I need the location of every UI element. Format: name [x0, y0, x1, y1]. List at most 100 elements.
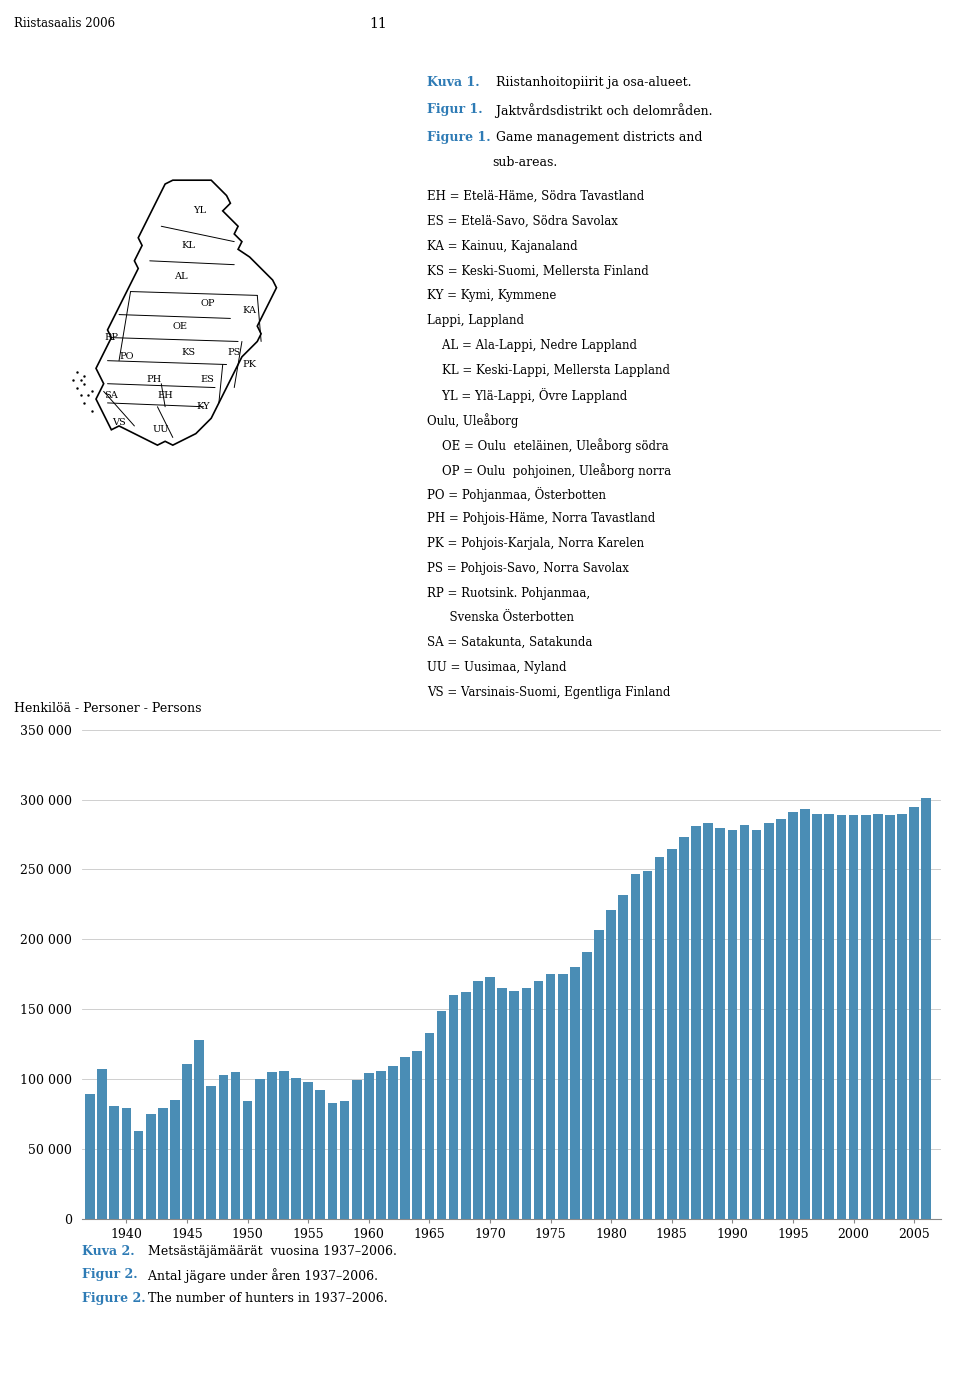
Text: KA: KA — [243, 306, 256, 315]
Text: AL: AL — [174, 271, 187, 281]
Bar — [898, 814, 907, 1219]
Bar — [85, 1095, 95, 1219]
Text: OE = Oulu  eteläinen, Uleåborg södra: OE = Oulu eteläinen, Uleåborg södra — [427, 438, 669, 453]
Bar — [836, 815, 847, 1219]
Bar — [388, 1066, 397, 1219]
Text: Figur 1.: Figur 1. — [427, 103, 483, 116]
Text: EH = Etelä-Häme, Södra Tavastland: EH = Etelä-Häme, Södra Tavastland — [427, 190, 644, 202]
Bar — [303, 1082, 313, 1219]
Text: KS = Keski-Suomi, Mellersta Finland: KS = Keski-Suomi, Mellersta Finland — [427, 264, 649, 277]
Text: UU = Uusimaa, Nyland: UU = Uusimaa, Nyland — [427, 661, 566, 673]
Text: PK = Pohjois-Karjala, Norra Karelen: PK = Pohjois-Karjala, Norra Karelen — [427, 537, 644, 549]
Bar — [279, 1070, 289, 1219]
Bar — [582, 952, 591, 1219]
Bar — [109, 1106, 119, 1219]
Text: Game management districts and: Game management districts and — [492, 131, 703, 143]
Text: KL: KL — [181, 241, 195, 251]
Bar — [521, 989, 531, 1219]
Text: SA: SA — [105, 391, 118, 399]
Bar — [849, 815, 858, 1219]
Bar — [922, 799, 931, 1219]
Text: YL = Ylä-Lappi, Övre Lappland: YL = Ylä-Lappi, Övre Lappland — [427, 388, 628, 403]
Bar — [788, 812, 798, 1219]
Bar — [655, 856, 664, 1219]
Bar — [764, 823, 774, 1219]
Bar — [642, 870, 653, 1219]
Text: OE: OE — [173, 322, 188, 330]
Text: sub-areas.: sub-areas. — [492, 156, 558, 168]
Text: OP = Oulu  pohjoinen, Uleåborg norra: OP = Oulu pohjoinen, Uleåborg norra — [427, 463, 671, 478]
Bar — [97, 1069, 108, 1219]
Text: Jaktvårdsdistrikt och delområden.: Jaktvårdsdistrikt och delområden. — [492, 103, 713, 118]
Text: Riistasaalis 2006: Riistasaalis 2006 — [14, 17, 115, 30]
Bar — [364, 1074, 373, 1219]
Text: Kuva 2.: Kuva 2. — [82, 1245, 134, 1257]
Text: Oulu, Uleåborg: Oulu, Uleåborg — [427, 413, 518, 428]
Text: VS = Varsinais-Suomi, Egentliga Finland: VS = Varsinais-Suomi, Egentliga Finland — [427, 686, 671, 698]
Bar — [473, 982, 483, 1219]
Text: ES = Etelä-Savo, Södra Savolax: ES = Etelä-Savo, Södra Savolax — [427, 215, 618, 227]
Text: RP: RP — [105, 333, 118, 341]
Bar — [812, 814, 822, 1219]
Bar — [194, 1040, 204, 1219]
Bar — [728, 830, 737, 1219]
Bar — [618, 895, 628, 1219]
Text: PH = Pohjois-Häme, Norra Tavastland: PH = Pohjois-Häme, Norra Tavastland — [427, 512, 656, 525]
Bar — [776, 819, 785, 1219]
Bar — [885, 815, 895, 1219]
Bar — [424, 1033, 434, 1219]
Bar — [243, 1102, 252, 1219]
Text: VS: VS — [112, 417, 126, 427]
Text: PK: PK — [243, 359, 256, 369]
Bar — [679, 837, 688, 1219]
Text: Figur 2.: Figur 2. — [82, 1268, 137, 1281]
Bar — [206, 1086, 216, 1219]
Text: Antal jägare under åren 1937–2006.: Antal jägare under åren 1937–2006. — [144, 1268, 378, 1283]
Text: PH: PH — [146, 376, 161, 384]
Bar — [133, 1131, 143, 1219]
Bar — [461, 993, 470, 1219]
Text: KY = Kymi, Kymmene: KY = Kymi, Kymmene — [427, 289, 557, 302]
Bar — [545, 975, 556, 1219]
Bar — [631, 873, 640, 1219]
Text: Figure 1.: Figure 1. — [427, 131, 491, 143]
Bar — [316, 1091, 325, 1219]
Bar — [146, 1114, 156, 1219]
Bar — [267, 1071, 276, 1219]
Text: RP = Ruotsink. Pohjanmaa,: RP = Ruotsink. Pohjanmaa, — [427, 587, 590, 599]
Bar — [909, 807, 919, 1219]
Bar — [352, 1081, 362, 1219]
Bar — [691, 826, 701, 1219]
Bar — [255, 1080, 265, 1219]
Bar — [704, 823, 713, 1219]
Text: PO: PO — [119, 353, 134, 361]
Bar — [510, 991, 519, 1219]
Bar — [170, 1100, 180, 1219]
Bar — [400, 1056, 410, 1219]
Bar — [158, 1108, 168, 1219]
Text: SA = Satakunta, Satakunda: SA = Satakunta, Satakunda — [427, 636, 592, 649]
Bar — [667, 848, 677, 1219]
Bar — [570, 967, 580, 1219]
Text: KY: KY — [197, 402, 210, 412]
Bar — [230, 1071, 240, 1219]
Bar — [534, 982, 543, 1219]
Bar — [291, 1078, 300, 1219]
Bar — [413, 1051, 422, 1219]
Bar — [558, 975, 567, 1219]
Text: Riistanhoitopiirit ja osa-alueet.: Riistanhoitopiirit ja osa-alueet. — [492, 76, 692, 88]
Text: ES: ES — [201, 376, 214, 384]
Bar — [437, 1011, 446, 1219]
Text: YL: YL — [193, 207, 206, 215]
Bar — [448, 996, 459, 1219]
Bar — [327, 1103, 337, 1219]
Text: The number of hunters in 1937–2006.: The number of hunters in 1937–2006. — [144, 1292, 388, 1304]
Bar — [485, 978, 494, 1219]
Bar — [715, 828, 725, 1219]
Bar — [861, 815, 871, 1219]
Text: KL = Keski-Lappi, Mellersta Lappland: KL = Keski-Lappi, Mellersta Lappland — [427, 364, 670, 376]
Bar — [752, 830, 761, 1219]
Bar — [801, 810, 810, 1219]
Bar — [739, 825, 750, 1219]
Text: KA = Kainuu, Kajanaland: KA = Kainuu, Kajanaland — [427, 240, 578, 252]
